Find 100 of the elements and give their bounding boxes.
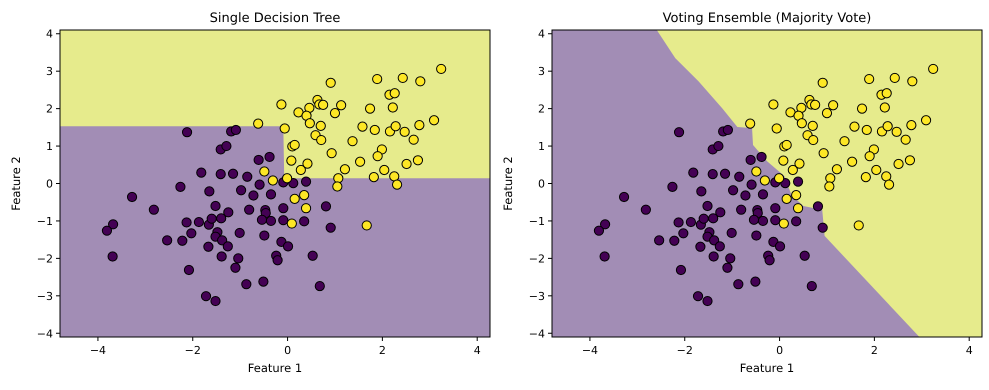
point [818,148,829,158]
point [428,115,440,126]
point [864,74,874,84]
point [412,155,424,166]
point [326,148,337,158]
y-tick-label: −1 [36,214,53,228]
point [860,172,871,182]
point [304,102,314,113]
point [882,121,893,132]
point [300,203,312,214]
point [388,102,398,113]
y-tick-label: 1 [46,140,53,154]
point [372,151,383,162]
x-tick-label: 0 [284,344,292,357]
point [892,126,902,137]
point [330,108,340,118]
x-tick-label: −4 [582,344,598,357]
chart-title: Voting Ensemble (Majority Vote) [662,11,872,26]
x-tick-label: −2 [184,344,201,357]
point [890,72,900,84]
point [854,220,864,231]
x-axis-title: Feature 1 [740,361,794,375]
point [408,134,419,145]
y-tick-label: 1 [538,140,545,154]
point [286,218,297,229]
point [904,155,916,166]
point [882,88,892,98]
y-tick-label: 3 [46,65,53,78]
point [326,78,336,88]
point [390,88,400,98]
y-axis-title: Feature 2 [9,156,23,211]
point [920,115,932,126]
point [849,121,860,132]
point [760,175,770,186]
point [808,120,818,131]
point [832,164,842,174]
point [782,140,792,150]
point [745,118,756,129]
x-tick-label: 4 [474,344,481,357]
point [400,126,410,137]
y-tick-label: −2 [36,252,53,266]
x-axis-title: Feature 1 [248,361,302,375]
point [774,173,784,184]
point [788,164,798,176]
point [302,158,313,169]
y-tick-label: 0 [538,178,545,190]
point [336,100,346,110]
point [782,194,792,204]
x-tick-label: 0 [776,344,784,357]
x-tick-label: 2 [870,344,878,357]
point [316,120,326,131]
point [414,120,424,130]
y-tick-label: −2 [528,252,545,266]
chart-title: Single Decision Tree [210,11,340,26]
point [253,118,264,129]
point [379,164,390,176]
point [318,100,328,110]
point [372,74,382,84]
point [316,134,326,146]
point [796,118,807,128]
point [856,104,868,114]
point [286,156,296,166]
point [791,190,802,200]
point [268,175,278,186]
point [893,158,904,170]
point [907,76,918,86]
point [368,172,379,182]
point [794,158,805,169]
point [768,99,778,110]
point [906,120,916,130]
point [357,121,368,132]
x-tick-label: −4 [90,344,106,357]
point [751,166,762,177]
point [401,158,412,170]
y-tick-label: −3 [36,290,53,303]
point [785,107,796,118]
y-tick-label: −4 [36,327,53,340]
y-tick-label: −4 [528,327,545,340]
point [839,136,850,146]
point [881,171,892,182]
y-tick-label: 2 [46,102,53,116]
point [862,124,872,136]
y-axis-title: Feature 2 [501,156,515,211]
x-tick-label: 4 [966,344,973,357]
point [808,134,818,146]
x-tick-label: 2 [378,344,386,357]
point [778,218,789,229]
point [290,194,300,204]
point [871,164,882,176]
y-tick-label: 4 [538,28,545,41]
x-tick-label: −2 [676,344,693,357]
point [778,156,788,166]
point [280,123,290,134]
point [390,121,401,132]
point [392,180,402,190]
point [900,134,911,145]
point [304,118,315,128]
point [884,180,894,190]
y-tick-label: 4 [46,28,53,41]
point [259,166,270,177]
